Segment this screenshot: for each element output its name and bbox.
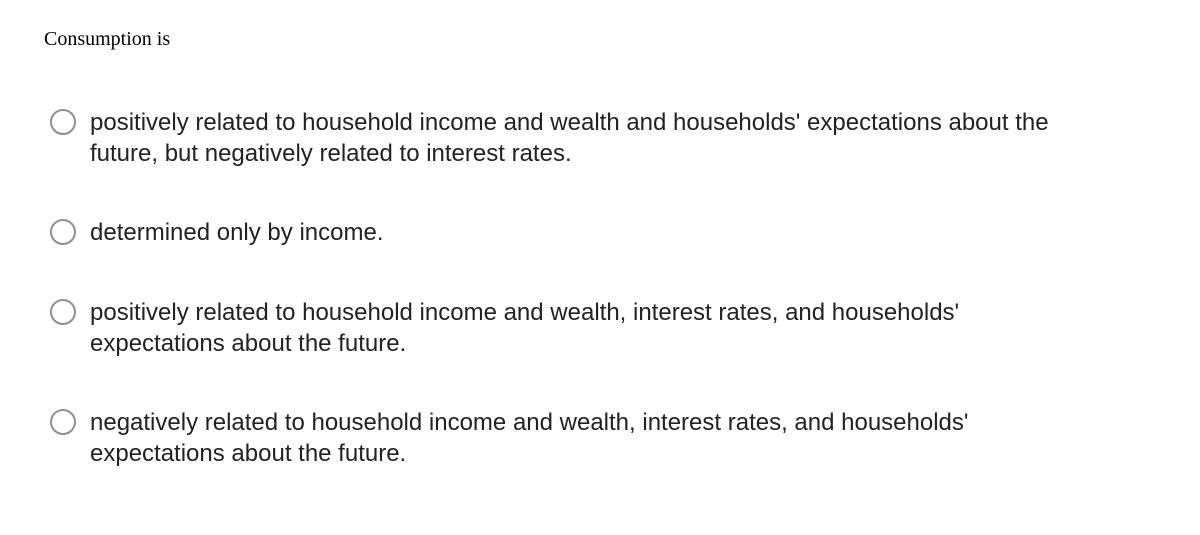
option-label: determined only by income.: [90, 217, 383, 248]
radio-icon[interactable]: [50, 299, 76, 325]
option-row[interactable]: positively related to household income a…: [50, 297, 1156, 359]
option-label: negatively related to household income a…: [90, 407, 1090, 469]
radio-icon[interactable]: [50, 109, 76, 135]
radio-icon[interactable]: [50, 409, 76, 435]
option-label: positively related to household income a…: [90, 297, 1090, 359]
option-row[interactable]: positively related to household income a…: [50, 107, 1156, 169]
question-stem: Consumption is: [44, 28, 1156, 51]
quiz-container: Consumption is positively related to hou…: [0, 0, 1200, 497]
option-row[interactable]: negatively related to household income a…: [50, 407, 1156, 469]
options-group: positively related to household income a…: [44, 107, 1156, 469]
option-label: positively related to household income a…: [90, 107, 1090, 169]
radio-icon[interactable]: [50, 219, 76, 245]
option-row[interactable]: determined only by income.: [50, 217, 1156, 248]
